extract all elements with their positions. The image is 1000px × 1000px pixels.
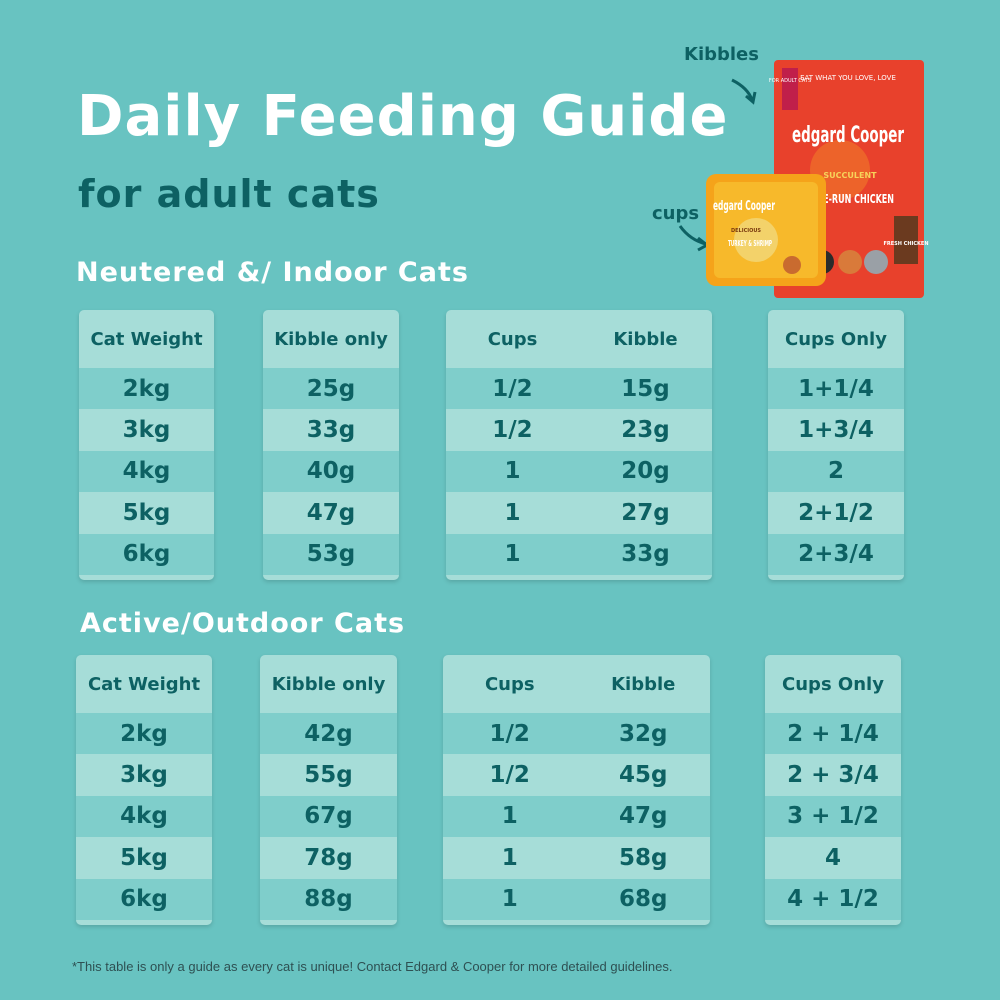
table-row: 3kg (120, 762, 168, 789)
kibbles-callout: Kibbles (684, 44, 759, 65)
table-row: 1 47g (443, 795, 710, 838)
table-row: 2 + 3/4 (787, 762, 879, 789)
table-row: 40g (263, 450, 399, 493)
table-row: 4kg (79, 450, 214, 493)
cat-icon (838, 250, 862, 274)
section-heading-indoor: Neutered &/ Indoor Cats (76, 257, 469, 288)
column-header: Cups Only (785, 328, 887, 350)
table-row: 42g (260, 713, 397, 755)
bag-fresh-label: FRESH CHICKEN (883, 241, 928, 247)
table-row: 1+1/4 (768, 368, 904, 410)
cups-callout: cups (652, 203, 700, 224)
table-row: 4kg (76, 795, 212, 838)
table-row: 1+3/4 (798, 417, 874, 444)
table-row: 1 68g (443, 878, 710, 920)
table-weight-indoor: Cat Weight 2kg 3kg 4kg 5kg 6kg (79, 310, 214, 580)
table-row: 2kg (76, 713, 212, 755)
table-row: 78g (304, 844, 353, 871)
bag-badge: FOR ADULT CATS (769, 78, 811, 84)
column-header: Cups Kibble (484, 673, 676, 695)
cup-cat-icon (783, 256, 801, 274)
column-header: Cat Weight (90, 328, 203, 350)
table-row: 5kg (122, 499, 171, 526)
page-subtitle: for adult cats (78, 172, 380, 216)
table-row: 1/2 45g (489, 762, 668, 789)
product-image: EAT WHAT YOU LOVE, LOVE FOR ADULT CATS e… (678, 60, 929, 298)
table-row: 53g (263, 533, 399, 575)
table-mixed-outdoor: Cups Kibble 1/2 32g 1/2 45g 1 47g 1 58g 1 68g (443, 655, 710, 925)
footnote: *This table is only a guide as every cat… (72, 959, 673, 974)
table-row: 1/2 23g (492, 417, 670, 444)
table-row: 6kg (76, 878, 212, 920)
table-row: 1 58g (501, 844, 668, 871)
table-row: 4 (824, 844, 841, 871)
table-row: 3kg (122, 417, 171, 444)
table-row: 25g (263, 368, 399, 410)
bag-tagline: EAT WHAT YOU LOVE, LOVE (800, 74, 896, 82)
cat-icon (864, 250, 888, 274)
table-cups-only-outdoor: Cups Only 2 + 1/4 2 + 3/4 3 + 1/2 4 4 + … (765, 655, 901, 925)
table-row: 1/2 15g (446, 368, 712, 410)
table-row: 67g (260, 795, 397, 838)
cup-brand: edgard Cooper (713, 199, 775, 214)
table-row: 6kg (79, 533, 214, 575)
page-title: Daily Feeding Guide (77, 84, 729, 149)
table-row: 1 20g (446, 450, 712, 493)
table-row: 2+3/4 (768, 533, 904, 575)
column-header: Cups Only (782, 673, 884, 695)
cup-tray-icon (706, 174, 826, 286)
table-row: 4 + 1/2 (765, 878, 901, 920)
column-header: Cat Weight (87, 673, 201, 695)
table-weight-outdoor: Cat Weight 2kg 3kg 4kg 5kg 6kg (76, 655, 212, 925)
table-row: 2 + 1/4 (765, 713, 901, 755)
table-row: 1/2 32g (443, 713, 710, 755)
bag-flavor: FREE-RUN CHICKEN (806, 192, 894, 206)
table-row: 3 + 1/2 (765, 795, 901, 838)
table-row: 33g (306, 417, 356, 444)
table-row: 47g (306, 499, 356, 526)
table-cups-only-indoor: Cups Only 1+1/4 1+3/4 2 2+1/2 2+3/4 (768, 310, 904, 580)
table-row: 5kg (120, 844, 168, 871)
table-row: 2 (768, 450, 904, 493)
column-header: Cups Kibble (487, 328, 678, 350)
column-header: Kibble only (274, 328, 388, 350)
section-heading-outdoor: Active/Outdoor Cats (80, 608, 406, 639)
table-row: 2+1/2 (798, 499, 874, 526)
table-mixed-indoor: Cups Kibble 1/2 15g 1/2 23g 1 20g 1 27g 1 33g (446, 310, 712, 580)
bag-brand: edgard Cooper (792, 123, 904, 148)
bag-flavor-top: SUCCULENT (823, 171, 877, 180)
kibbles-arrow-icon (731, 78, 754, 101)
column-header: Kibble only (271, 673, 386, 695)
table-row: 2kg (79, 368, 214, 410)
table-row: 55g (304, 762, 353, 789)
cup-flavor: TURKEY & SHRIMP (728, 239, 772, 248)
table-row: 1 33g (446, 533, 712, 575)
table-kibble-only-indoor: Kibble only 25g 33g 40g 47g 53g (263, 310, 399, 580)
cup-delicious: DELICIOUS (731, 228, 761, 234)
table-kibble-only-outdoor: Kibble only 42g 55g 67g 78g 88g (260, 655, 397, 925)
table-row: 1 27g (504, 499, 670, 526)
table-row: 88g (260, 878, 397, 920)
